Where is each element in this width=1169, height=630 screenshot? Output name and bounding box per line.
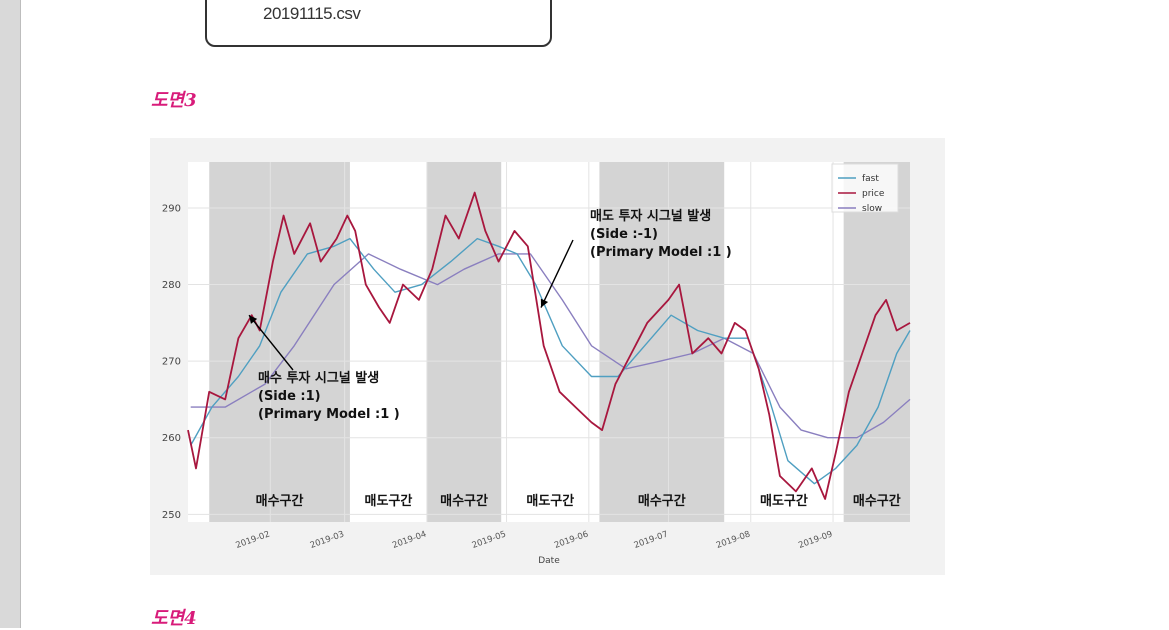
left-sidebar [0, 0, 21, 628]
region-label-6: 매수구간 [853, 493, 901, 509]
y-tick-label: 250 [162, 510, 181, 521]
annotation-arrowhead-1 [540, 298, 549, 308]
file-box: 20191115.csv [205, 0, 552, 47]
region-label-1: 매도구간 [364, 493, 412, 509]
region-shade-0 [209, 162, 350, 522]
annotation-arrow-1 [540, 239, 574, 308]
legend-label-slow: slow [862, 204, 882, 214]
series-line-fast [190, 237, 911, 485]
x-axis-label: Date [538, 556, 560, 566]
x-tick-label: 2019-06 [553, 529, 590, 551]
legend-label-price: price [862, 189, 885, 199]
y-tick-label: 270 [162, 357, 181, 368]
series-line-price [187, 191, 911, 500]
annotation-text-1: 매도 투자 시그널 발생 [590, 208, 711, 224]
legend-label-fast: fast [862, 174, 879, 184]
region-label-3: 매도구간 [526, 493, 574, 509]
region-shade-6 [843, 162, 910, 522]
annotation-text-0: (Primary Model :1 ) [258, 407, 400, 422]
annotation-text-1: (Primary Model :1 ) [590, 245, 732, 260]
x-tick-label: 2019-02 [235, 529, 272, 551]
figure-caption-3: 도면3 [151, 90, 197, 111]
region-label-0: 매수구간 [256, 493, 304, 509]
region-shade-2 [426, 162, 502, 522]
region-label-5: 매도구간 [760, 493, 808, 509]
region-label-4: 매수구간 [638, 493, 686, 509]
y-tick-label: 260 [162, 433, 181, 444]
y-tick-label: 290 [162, 203, 181, 214]
annotation-arrowhead-0 [249, 315, 258, 324]
region-label-2: 매수구간 [440, 493, 488, 509]
annotation-arrow-0 [248, 314, 294, 371]
x-tick-label: 2019-09 [797, 529, 834, 551]
chart-svg: 250 260 270 280 290 2019-02 2019-03 2019-04 2019… [162, 162, 911, 566]
x-tick-label: 2019-04 [391, 529, 428, 551]
x-tick-label: 2019-07 [633, 529, 670, 551]
annotation-text-0: (Side :1) [258, 389, 321, 404]
y-tick-label: 280 [162, 280, 181, 291]
series-line-slow [190, 253, 911, 439]
annotation-text-1: (Side :-1) [590, 227, 658, 242]
legend-box [831, 163, 899, 213]
x-tick-label: 2019-08 [715, 529, 752, 551]
annotation-text-0: 매수 투자 시그널 발생 [258, 370, 379, 386]
file-name: 20191115.csv [263, 4, 361, 23]
figure-caption-4: 도면4 [151, 608, 197, 629]
chart-container: 250 260 270 280 290 2019-02 2019-03 2019-04 2019… [150, 138, 945, 575]
x-tick-label: 2019-03 [309, 529, 346, 551]
x-tick-label: 2019-05 [471, 529, 508, 551]
